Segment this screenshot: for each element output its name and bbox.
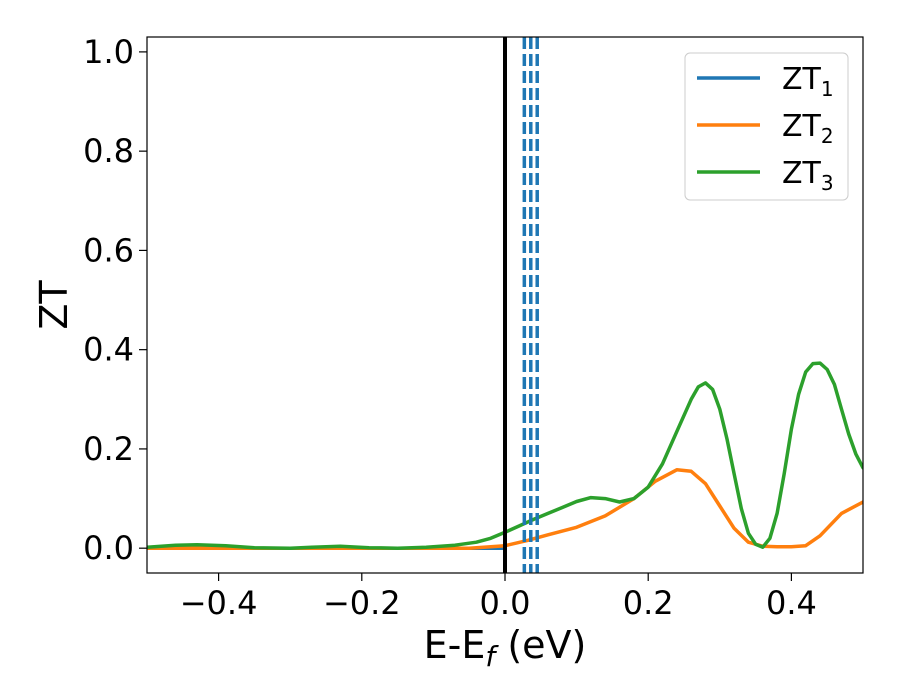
x-axis-label: E-Ef (eV) [424, 623, 587, 673]
plot-area [147, 37, 863, 573]
y-tick-label: 0.0 [83, 529, 134, 567]
x-tick-label: −0.2 [323, 584, 401, 622]
y-tick-label: 0.8 [83, 132, 134, 170]
x-tick-label: 0.4 [766, 584, 817, 622]
y-tick-label: 0.6 [83, 231, 134, 269]
y-axis-label: ZT [32, 280, 76, 330]
x-axis: −0.4 −0.2 0.0 0.2 0.4 [180, 573, 817, 622]
y-tick-label: 1.0 [83, 33, 134, 71]
y-tick-label: 0.4 [83, 331, 134, 369]
legend-label: ZT2 [782, 109, 834, 148]
x-tick-label: 0.0 [480, 584, 531, 622]
legend: ZT1 ZT2 ZT3 [684, 52, 849, 201]
y-tick-label: 0.2 [83, 430, 134, 468]
legend-label: ZT3 [782, 156, 834, 195]
x-tick-label: −0.4 [180, 584, 258, 622]
series-line-zt3 [147, 361, 863, 550]
legend-label: ZT1 [782, 62, 834, 101]
y-axis: 0.0 0.2 0.4 0.6 0.8 1.0 [83, 33, 147, 567]
x-tick-label: 0.2 [623, 584, 674, 622]
legend-box [684, 52, 849, 201]
